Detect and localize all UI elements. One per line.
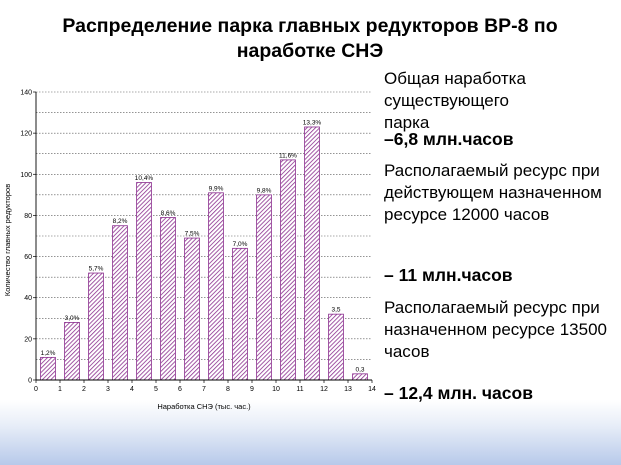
- y-tick-label: 60: [24, 254, 32, 261]
- bar: [232, 247, 248, 381]
- bar: [88, 272, 104, 381]
- bar: [112, 225, 128, 381]
- figure-value-text: –6,8 млн.часов: [384, 129, 514, 149]
- y-tick-label: 80: [24, 213, 32, 220]
- x-tick-label: 10: [272, 386, 280, 393]
- x-tick-label: 1: [58, 386, 62, 393]
- bar: [304, 126, 320, 381]
- grid-lines: [36, 91, 372, 360]
- description-text: Располагаемый ресурс при назначенном рес…: [384, 298, 607, 361]
- bar-data-label: 8,2%: [113, 218, 128, 225]
- y-tick-label: 120: [20, 131, 32, 138]
- x-tick-label: 4: [130, 386, 134, 393]
- bar-data-label: 10,4%: [135, 175, 154, 182]
- bar-data-label: 1,2%: [41, 350, 56, 357]
- x-tick-label: 3: [106, 386, 110, 393]
- bar: [208, 192, 224, 381]
- y-tick-label: 140: [20, 90, 32, 97]
- bar-data-label: 3,5: [331, 307, 340, 314]
- bar: [352, 373, 368, 381]
- bar-data-label: 0,3: [355, 366, 364, 373]
- bar-chart: 1,2% 3,0% 5,7% 8,2% 10,4% 8,6% 7,5% 9,9% 7,0% 9,8…: [3, 90, 376, 412]
- bars: 1,2% 3,0% 5,7% 8,2% 10,4% 8,6% 7,5% 9,9% 7,0% 9,8…: [40, 119, 368, 381]
- slide-title: Распределение парка главных редукторов В…: [62, 15, 558, 62]
- y-tick-label: 40: [24, 295, 32, 302]
- x-axis-label: Наработка СНЭ (тыс. час.): [157, 402, 251, 411]
- y-tick-label: 100: [20, 172, 32, 179]
- x-tick-label: 7: [202, 386, 206, 393]
- bar-data-label: 9,8%: [257, 187, 272, 194]
- y-tick-label: 20: [24, 336, 32, 343]
- bar: [184, 237, 200, 381]
- bar: [160, 217, 176, 381]
- bar-data-label: 7,5%: [185, 231, 200, 238]
- bar-data-label: 8,6%: [161, 210, 176, 217]
- x-tick-label: 0: [34, 386, 38, 393]
- bar-data-label: 13,3%: [303, 119, 322, 126]
- bar: [328, 313, 344, 381]
- x-tick-label: 5: [154, 386, 158, 393]
- bar-data-label: 5,7%: [89, 266, 104, 273]
- x-tick-label: 13: [344, 386, 352, 393]
- x-tick-label: 6: [178, 386, 182, 393]
- bar: [256, 194, 272, 381]
- bar: [64, 321, 80, 381]
- x-tick-label: 2: [82, 386, 86, 393]
- bar-data-label: 9,9%: [209, 185, 224, 192]
- y-axis-label: Количество главных редукторов: [3, 184, 12, 296]
- figure-value-text: – 12,4 млн. часов: [384, 383, 533, 403]
- x-tick-label: 14: [368, 386, 376, 393]
- bar: [40, 356, 56, 381]
- bar-data-label: 3,0%: [65, 315, 80, 322]
- x-tick-label: 12: [320, 386, 328, 393]
- x-tick-label: 11: [296, 386, 303, 393]
- figure-value-text: – 11 млн.часов: [384, 265, 513, 285]
- x-tick-label: 8: [226, 386, 230, 393]
- description-text: Располагаемый ресурс при действующем наз…: [384, 161, 602, 224]
- x-tick-label: 9: [250, 386, 254, 393]
- y-tick-label: 0: [28, 378, 32, 385]
- bar-data-label: 11,6%: [279, 152, 297, 159]
- description-text: Общая наработка существующего парка: [384, 69, 526, 132]
- bar: [136, 182, 152, 381]
- bar: [280, 159, 296, 381]
- bar-data-label: 7,0%: [233, 241, 248, 248]
